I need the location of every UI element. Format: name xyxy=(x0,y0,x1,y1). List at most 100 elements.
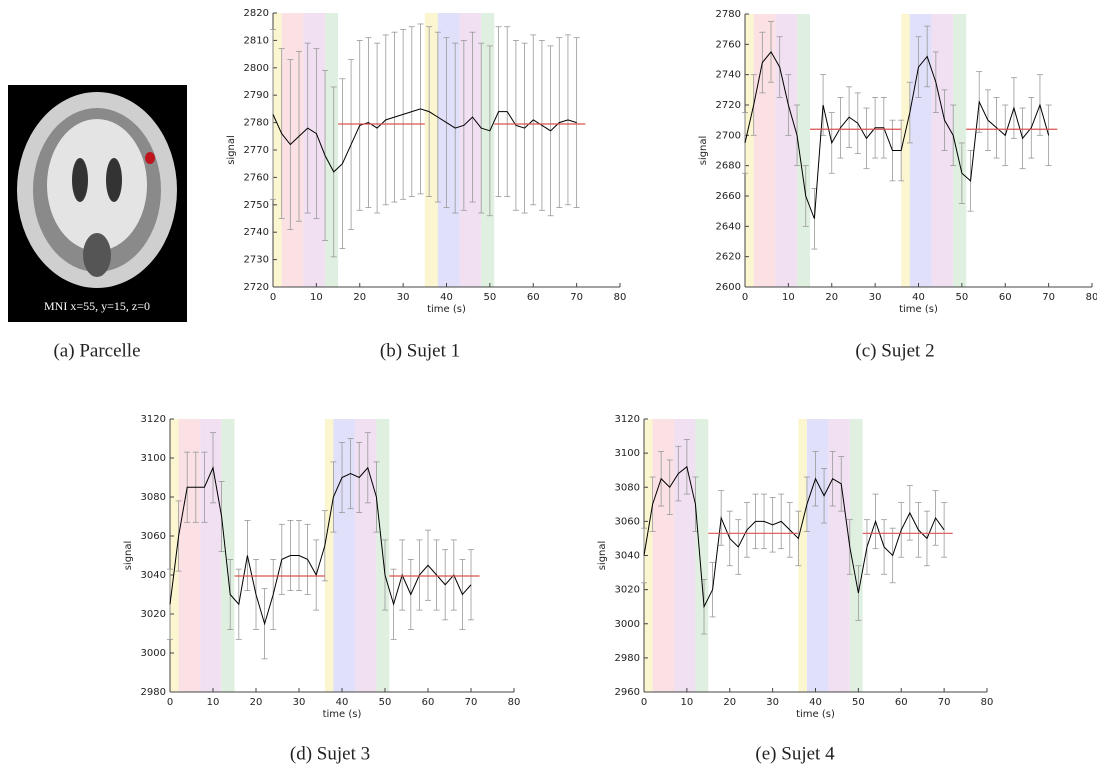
y-tick-label: 2790 xyxy=(244,90,269,101)
y-tick-label: 2780 xyxy=(244,118,269,129)
y-tick-label: 2640 xyxy=(716,221,741,232)
y-tick-label: 2600 xyxy=(716,282,741,293)
x-tick-label: 30 xyxy=(293,697,306,708)
signal-line xyxy=(272,108,577,173)
y-tick-label: 2820 xyxy=(244,8,269,19)
x-tick-label: 50 xyxy=(852,697,865,708)
stimulus-band xyxy=(178,419,201,692)
y-tick-label: 2980 xyxy=(615,653,640,664)
x-tick-label: 10 xyxy=(310,292,323,303)
signal-line xyxy=(643,465,945,609)
caption: (a) Parcelle xyxy=(53,340,140,361)
x-tick-label: 20 xyxy=(723,697,736,708)
y-axis-label: signal xyxy=(597,541,608,571)
x-tick-label: 60 xyxy=(999,292,1012,303)
y-tick-label: 2730 xyxy=(244,255,269,266)
y-tick-label: 3000 xyxy=(615,619,640,630)
y-tick-label: 2700 xyxy=(716,130,741,141)
y-tick-label: 2620 xyxy=(716,252,741,263)
stimulus-band xyxy=(828,419,850,692)
y-tick-label: 2750 xyxy=(244,200,269,211)
stimulus-band xyxy=(953,14,967,287)
x-tick-label: 50 xyxy=(956,292,969,303)
stimulus-band xyxy=(695,419,709,692)
y-tick-label: 2680 xyxy=(716,161,741,172)
caption: (c) Sujet 2 xyxy=(855,340,934,361)
image-label: MNI x=55, y=15, z=0 xyxy=(44,299,150,313)
y-tick-label: 3020 xyxy=(615,585,640,596)
x-tick-label: 0 xyxy=(742,292,748,303)
y-tick-label: 2960 xyxy=(615,687,640,698)
stimulus-band xyxy=(909,14,932,287)
x-tick-label: 20 xyxy=(353,292,366,303)
x-tick-label: 60 xyxy=(527,292,540,303)
x-tick-label: 80 xyxy=(614,292,627,303)
x-tick-label: 70 xyxy=(938,697,951,708)
y-tick-label: 2720 xyxy=(716,100,741,111)
y-tick-label: 3060 xyxy=(615,516,640,527)
stimulus-band xyxy=(200,419,222,692)
x-tick-label: 80 xyxy=(1086,292,1097,303)
x-tick-label: 40 xyxy=(912,292,925,303)
caption: (e) Sujet 4 xyxy=(755,743,835,764)
y-tick-label: 3040 xyxy=(141,570,166,581)
x-tick-label: 0 xyxy=(641,697,647,708)
stimulus-band xyxy=(170,419,179,692)
stimulus-band xyxy=(753,14,776,287)
x-tick-label: 70 xyxy=(1042,292,1055,303)
midbrain xyxy=(83,233,111,277)
x-axis-label: time (s) xyxy=(323,709,362,720)
x-tick-label: 80 xyxy=(508,697,521,708)
stimulus-band xyxy=(324,419,334,692)
stimulus-band xyxy=(273,13,282,287)
y-tick-label: 3100 xyxy=(141,453,166,464)
stimulus-band xyxy=(745,14,754,287)
y-tick-label: 2770 xyxy=(244,145,269,156)
y-tick-label: 3080 xyxy=(615,482,640,493)
x-tick-label: 20 xyxy=(250,697,263,708)
x-tick-label: 70 xyxy=(570,292,583,303)
y-tick-label: 2780 xyxy=(716,9,741,20)
stimulus-band xyxy=(798,419,807,692)
x-tick-label: 30 xyxy=(869,292,882,303)
y-tick-label: 3000 xyxy=(141,648,166,659)
y-tick-label: 2810 xyxy=(244,35,269,46)
y-tick-label: 2740 xyxy=(244,227,269,238)
stimulus-band xyxy=(221,419,235,692)
ventricle xyxy=(72,158,88,202)
x-tick-label: 80 xyxy=(981,697,994,708)
ventricle xyxy=(106,158,122,202)
stimulus-band xyxy=(644,419,653,692)
x-tick-label: 0 xyxy=(167,697,173,708)
stimulus-band xyxy=(806,419,829,692)
stimulus-band xyxy=(303,13,326,287)
error-bar xyxy=(1045,104,1052,167)
stimulus-band xyxy=(901,14,910,287)
y-tick-label: 3040 xyxy=(615,551,640,562)
y-tick-label: 3080 xyxy=(141,492,166,503)
x-axis-label: time (s) xyxy=(899,304,938,315)
x-tick-label: 10 xyxy=(207,697,220,708)
y-tick-label: 3020 xyxy=(141,609,166,620)
x-tick-label: 10 xyxy=(782,292,795,303)
brain-image: MNI x=55, y=15, z=0 xyxy=(8,85,187,322)
x-tick-label: 40 xyxy=(809,697,822,708)
y-tick-label: 3100 xyxy=(615,448,640,459)
y-tick-label: 2980 xyxy=(141,687,166,698)
x-tick-label: 0 xyxy=(270,292,276,303)
stimulus-band xyxy=(797,14,811,287)
y-tick-label: 2720 xyxy=(244,282,269,293)
caption: (b) Sujet 1 xyxy=(380,340,460,361)
y-tick-label: 2760 xyxy=(244,172,269,183)
x-tick-label: 60 xyxy=(895,697,908,708)
parcel xyxy=(145,152,155,164)
x-tick-label: 40 xyxy=(336,697,349,708)
x-axis-label: time (s) xyxy=(427,304,466,315)
y-tick-label: 2800 xyxy=(244,63,269,74)
x-tick-label: 50 xyxy=(484,292,497,303)
y-axis-label: signal xyxy=(698,136,709,166)
white-matter xyxy=(47,119,147,251)
x-tick-label: 40 xyxy=(440,292,453,303)
signal-line xyxy=(169,466,472,626)
